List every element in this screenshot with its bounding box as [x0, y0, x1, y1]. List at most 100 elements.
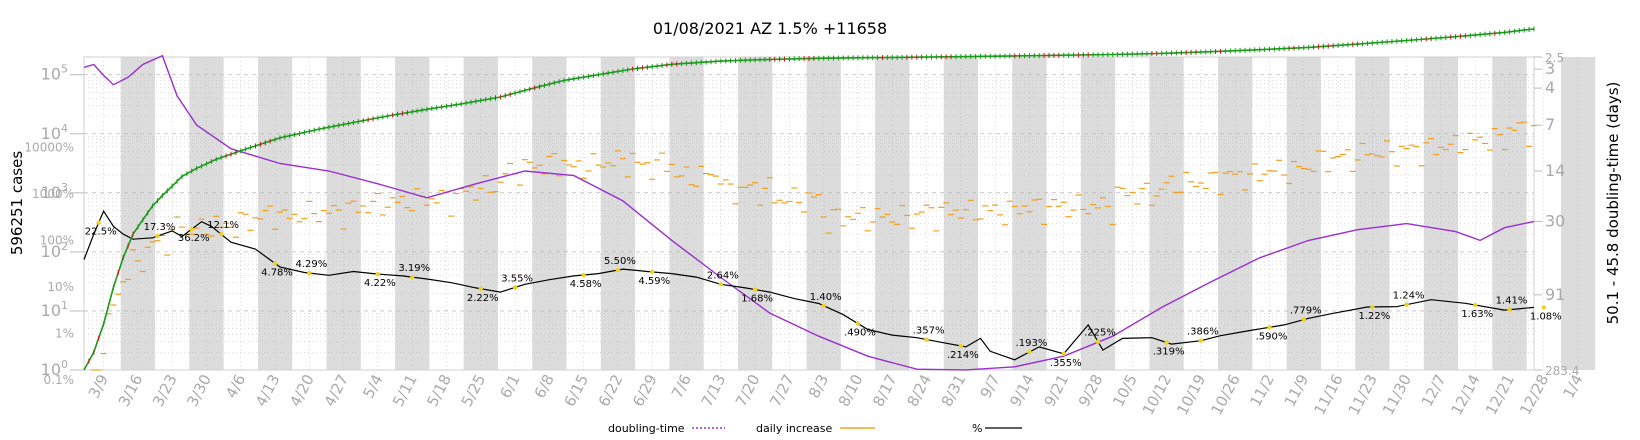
percent-marker	[307, 270, 312, 276]
x-tick-label: 3/16	[115, 371, 147, 409]
x-tick-label: 10/19	[1173, 371, 1209, 418]
right-tick-label: 91	[1545, 285, 1565, 304]
left-tick-exponent: 4	[61, 122, 68, 135]
right-axis: 2.534 7 14 30 91 283.4	[1534, 51, 1579, 378]
x-tick-label: 4/6	[222, 371, 249, 401]
right-tick-label: 30	[1545, 211, 1565, 230]
percent-label: 2.64%	[707, 270, 739, 281]
percent-marker	[478, 286, 483, 291]
percent-label: .490%	[844, 328, 876, 339]
percent-label: 1.40%	[810, 292, 842, 303]
percent-marker	[512, 285, 518, 290]
left-axis-label: 596251 cases	[8, 151, 26, 256]
x-tick-label: 12/21	[1482, 371, 1518, 418]
x-tick-label: 3/30	[183, 371, 215, 409]
percent-label: .214%	[947, 350, 979, 361]
x-tick-label: 6/29	[629, 371, 661, 409]
percent-label: 3.19%	[398, 263, 430, 274]
percent-label: .193%	[1016, 338, 1048, 349]
left-pct-label: 10%	[47, 280, 74, 294]
left-pct-label: 0.1%	[44, 373, 75, 387]
percent-marker	[218, 232, 224, 237]
x-tick-label: 5/25	[458, 371, 490, 409]
percent-label: .590%	[1256, 331, 1288, 342]
x-tick-label: 5/11	[389, 371, 421, 409]
x-tick-label: 11/9	[1281, 371, 1313, 409]
x-tick-label: 4/13	[252, 371, 284, 409]
x-tick-label: 11/16	[1310, 371, 1346, 418]
percent-marker	[375, 271, 381, 277]
percent-labels: 22.5% 17.3%36.2% 12.1% 4.78%4.29% 4.22%3.19%…	[85, 220, 1562, 369]
percent-marker	[1198, 338, 1204, 343]
x-tick-label: 12/7	[1418, 371, 1450, 409]
percent-label: 4.59%	[638, 276, 670, 287]
week-bands	[84, 57, 1596, 370]
x-tick-label: 9/21	[1041, 371, 1073, 409]
percent-marker	[1061, 351, 1066, 357]
percent-label: 5.50%	[604, 256, 636, 267]
percent-label: .386%	[1187, 327, 1219, 338]
left-pct-label: 1000%	[32, 187, 74, 201]
right-tick-label: 3	[1545, 59, 1555, 78]
percent-marker	[1027, 349, 1032, 355]
left-tick-exponent: 2	[61, 240, 68, 253]
percent-marker	[1404, 302, 1409, 307]
left-tick-label: 101	[41, 299, 68, 320]
x-tick-label: 6/15	[560, 371, 592, 409]
x-tick-label: 6/8	[531, 371, 558, 401]
percent-label: 3.55%	[501, 273, 533, 284]
percent-label: 4.58%	[570, 279, 602, 290]
percent-marker	[821, 303, 826, 308]
right-tick-label: 7	[1545, 115, 1555, 134]
percent-marker	[1370, 304, 1375, 310]
percent-marker	[1507, 307, 1512, 312]
left-pct-label: 100%	[40, 234, 74, 248]
percent-label: 17.3%	[144, 222, 176, 233]
x-tick-label: 7/27	[766, 371, 798, 409]
x-tick-label: 8/24	[903, 371, 935, 409]
x-tick-label: 3/23	[149, 371, 181, 409]
percent-marker	[96, 220, 101, 225]
percent-marker	[615, 267, 621, 273]
percent-label: 1.24%	[1393, 291, 1425, 302]
percent-label: 1.63%	[1461, 309, 1493, 320]
percent-marker	[1267, 325, 1272, 330]
percent-marker	[1541, 305, 1546, 310]
x-axis: 3/9 3/16 3/23 3/30 4/6 4/13 4/20 4/27 5/4 5/11 5/1…	[85, 371, 1587, 418]
percent-label: 1.41%	[1496, 296, 1528, 307]
x-tick-label: 9/14	[1006, 371, 1038, 409]
left-pct-label: 1%	[55, 327, 74, 341]
x-tick-label: 8/10	[835, 371, 867, 409]
right-tick-label: 2.5	[1545, 51, 1564, 65]
percent-marker	[752, 287, 758, 292]
chart-title: 01/08/2021 AZ 1.5% +11658	[653, 19, 887, 38]
x-tick-label: 6/22	[595, 371, 627, 409]
percent-marker	[581, 272, 586, 278]
percent-label: .225%	[1084, 328, 1116, 339]
percent-label: 22.5%	[85, 227, 117, 238]
legend-doubling-time: doubling-time	[608, 422, 685, 435]
right-tick-label: 14	[1545, 161, 1565, 180]
percent-marker	[855, 321, 861, 326]
right-tick-label: 4	[1545, 78, 1555, 97]
x-tick-label: 4/27	[320, 371, 352, 409]
percent-label: .355%	[1050, 358, 1082, 369]
percent-label: 1.08%	[1530, 311, 1562, 322]
left-tick-exponent: 1	[61, 299, 68, 312]
gridlines	[83, 56, 1579, 371]
percent-label: 1.22%	[1358, 311, 1390, 322]
left-tick-exponent: 0	[61, 358, 68, 371]
percent-label: .319%	[1153, 346, 1185, 357]
left-tick-label: 105	[41, 63, 68, 84]
percent-label: .357%	[913, 326, 945, 337]
x-tick-label: 8/31	[938, 371, 970, 409]
percent-marker	[272, 261, 278, 266]
x-tick-label: 12/28	[1516, 371, 1552, 418]
left-tick-exponent: 3	[61, 181, 68, 194]
percent-label: 12.1%	[207, 220, 239, 231]
x-tick-label: 10/26	[1208, 371, 1244, 418]
percent-marker	[1473, 302, 1478, 308]
left-pct-label: 10000%	[24, 141, 74, 155]
x-tick-label: 8/17	[869, 371, 901, 409]
